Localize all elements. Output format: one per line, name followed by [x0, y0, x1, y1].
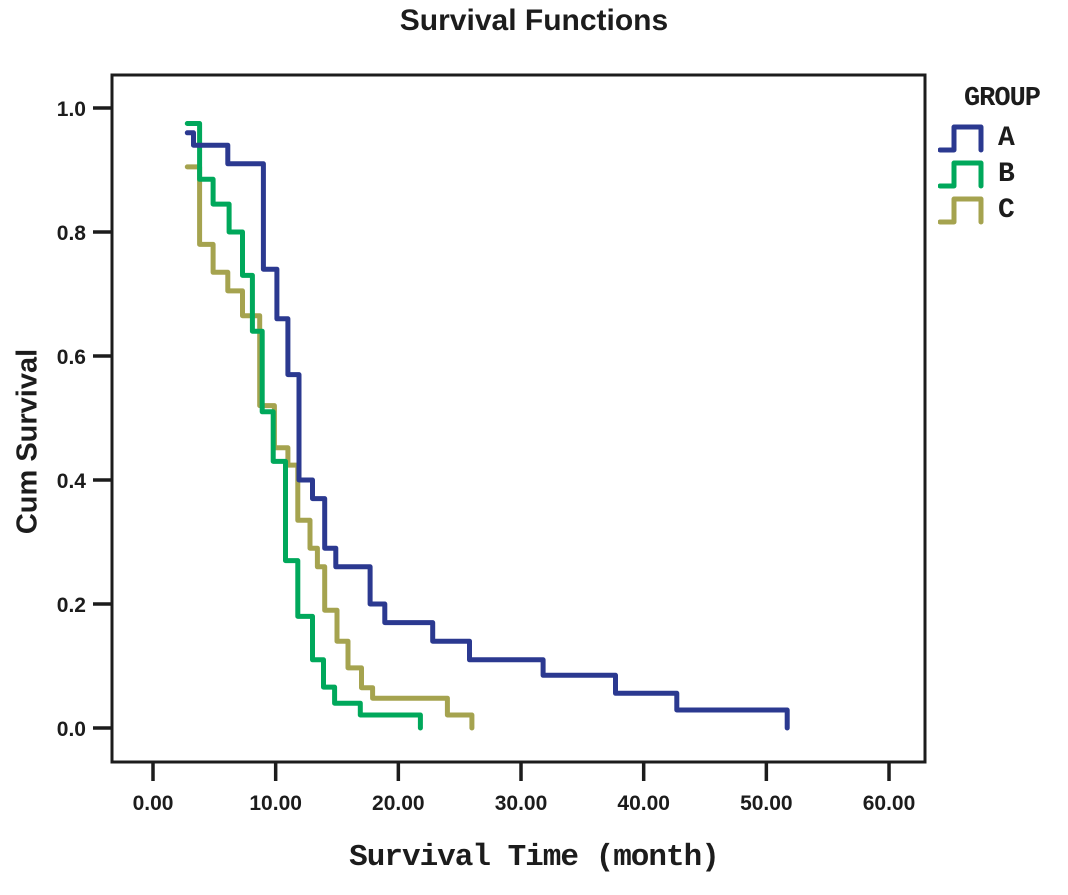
step-line-icon-c [938, 196, 984, 225]
survival-curve-b [184, 121, 423, 731]
legend-title: GROUP [963, 84, 1041, 114]
chart-title: Survival Functions [399, 4, 669, 37]
x-axis-title: Survival Time (month) [349, 840, 720, 875]
plot-border [110, 73, 927, 764]
survival-curve-c [184, 164, 475, 731]
x-tick-label: 50.00 [740, 792, 793, 815]
step-line-icon-a [938, 124, 984, 153]
x-tick-label: 10.00 [249, 792, 302, 815]
x-tick-label: 60.00 [863, 792, 916, 815]
y-tick-label: 0.0 [57, 718, 86, 741]
legend-item-b: B [938, 156, 1066, 192]
y-tick-label: 0.8 [57, 222, 87, 245]
legend-label-c: C [998, 194, 1015, 226]
x-tick-label: 30.00 [495, 792, 548, 815]
x-tick-label: 40.00 [617, 792, 670, 815]
y-tick-label: 0.4 [57, 470, 87, 493]
y-tick-label: 0.2 [57, 594, 86, 617]
legend-item-c: C [938, 192, 1066, 228]
step-line-icon-b [938, 160, 984, 189]
x-tick-label: 20.00 [372, 792, 425, 815]
legend-label-b: B [998, 158, 1015, 190]
legend: GROUP A B C [938, 84, 1066, 228]
y-tick-label: 0.6 [57, 346, 86, 369]
survival-curve-a [184, 130, 790, 731]
y-tick-label: 1.0 [57, 98, 86, 121]
x-tick-label: 0.00 [133, 792, 174, 815]
legend-item-a: A [938, 120, 1066, 156]
legend-label-a: A [998, 122, 1015, 154]
